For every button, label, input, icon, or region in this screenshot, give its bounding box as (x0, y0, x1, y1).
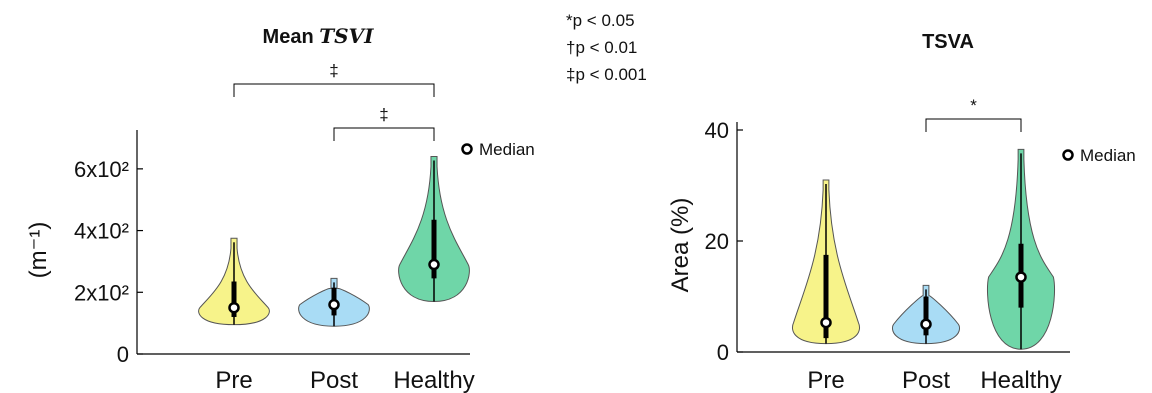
chart-title-right: TSVA (922, 31, 974, 53)
y-tick-label: 6x10² (74, 157, 129, 182)
y-axis-label-left: (m⁻¹) (25, 222, 52, 279)
significance-legend: *p < 0.05 †p < 0.01 ‡p < 0.001 (566, 11, 647, 84)
significance-bracket (233, 83, 435, 97)
median-marker (1015, 271, 1027, 283)
median-legend-marker (1062, 149, 1074, 161)
median-marker (428, 258, 440, 271)
y-tick-label: 20 (705, 229, 729, 254)
median-legend-right: Median (1062, 146, 1136, 165)
brackets-right: * (925, 96, 1022, 132)
axes-left: 0 2x10² 4x10² 6x10² Pre Post Healthy (74, 130, 475, 393)
x-tick-label: Post (310, 367, 358, 393)
x-tick-label: Healthy (980, 367, 1061, 393)
x-tick-label: Healthy (393, 367, 474, 393)
violins-left (198, 156, 470, 327)
significance-symbol: * (970, 96, 977, 115)
median-legend-marker (461, 143, 473, 155)
y-axis-label-right: Area (%) (667, 198, 694, 293)
significance-bracket (333, 127, 435, 141)
axes-right: 0 20 40 Pre Post Healthy (705, 118, 1070, 393)
sig-legend-line-1: *p < 0.05 (566, 11, 635, 30)
x-tick-label: Pre (807, 367, 844, 393)
y-tick-label: 0 (117, 342, 129, 367)
sig-legend-line-2: †p < 0.01 (566, 38, 637, 57)
median-marker (328, 298, 340, 311)
sig-legend-line-3: ‡p < 0.001 (566, 65, 647, 84)
x-tick-label: Post (902, 367, 950, 393)
median-marker (920, 318, 932, 330)
y-tick-label: 2x10² (74, 280, 129, 305)
significance-symbol: ‡ (329, 61, 338, 80)
significance-symbol: ‡ (379, 105, 388, 124)
brackets-left: ‡‡ (233, 61, 435, 141)
panel-mean-tsvi: Mean TSVI (m⁻¹) 0 2x10² 4x10² 6x10² Pre Post H… (25, 24, 535, 393)
median-legend-left: Median (461, 140, 535, 159)
y-tick-label: 0 (717, 340, 729, 365)
x-tick-label: Pre (215, 367, 252, 393)
median-legend-label: Median (479, 140, 535, 159)
median-marker (228, 301, 240, 314)
significance-bracket (925, 118, 1022, 132)
panel-tsva: TSVA Area (%) 0 20 40 Pre Post Healthy * Medi… (667, 31, 1136, 393)
violins-right (792, 148, 1056, 350)
y-tick-label: 40 (705, 118, 729, 143)
median-legend-label: Median (1080, 146, 1136, 165)
median-marker (820, 316, 832, 329)
chart-title-left: Mean TSVI (263, 24, 375, 48)
y-tick-label: 4x10² (74, 219, 129, 244)
